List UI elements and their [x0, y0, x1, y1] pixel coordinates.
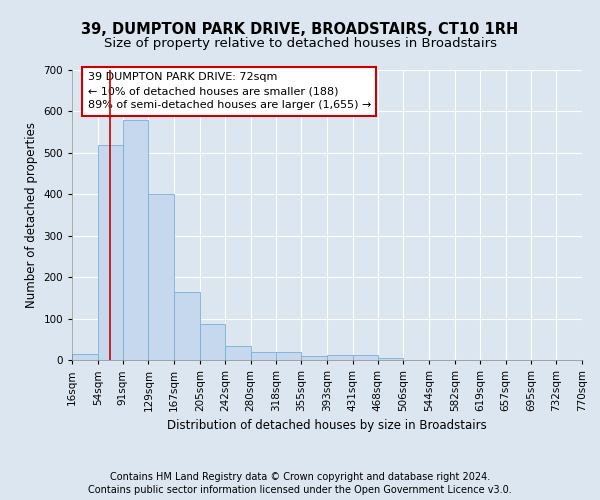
Bar	[72, 354, 98, 360]
Bar	[276, 352, 301, 360]
Y-axis label: Number of detached properties: Number of detached properties	[25, 122, 38, 308]
Bar	[353, 355, 378, 360]
X-axis label: Distribution of detached houses by size in Broadstairs: Distribution of detached houses by size …	[167, 420, 487, 432]
Bar	[200, 324, 225, 360]
Bar	[251, 352, 276, 360]
Text: 39, DUMPTON PARK DRIVE, BROADSTAIRS, CT10 1RH: 39, DUMPTON PARK DRIVE, BROADSTAIRS, CT1…	[82, 22, 518, 38]
Bar	[123, 120, 148, 360]
Bar	[301, 356, 327, 360]
Bar	[225, 346, 251, 360]
Text: Contains HM Land Registry data © Crown copyright and database right 2024.: Contains HM Land Registry data © Crown c…	[110, 472, 490, 482]
Text: 39 DUMPTON PARK DRIVE: 72sqm
← 10% of detached houses are smaller (188)
89% of s: 39 DUMPTON PARK DRIVE: 72sqm ← 10% of de…	[88, 72, 371, 110]
Text: Size of property relative to detached houses in Broadstairs: Size of property relative to detached ho…	[104, 38, 497, 51]
Bar	[148, 194, 174, 360]
Bar	[327, 355, 353, 360]
Text: Contains public sector information licensed under the Open Government Licence v3: Contains public sector information licen…	[88, 485, 512, 495]
Bar	[174, 292, 200, 360]
Bar	[378, 358, 403, 360]
Bar	[98, 144, 123, 360]
